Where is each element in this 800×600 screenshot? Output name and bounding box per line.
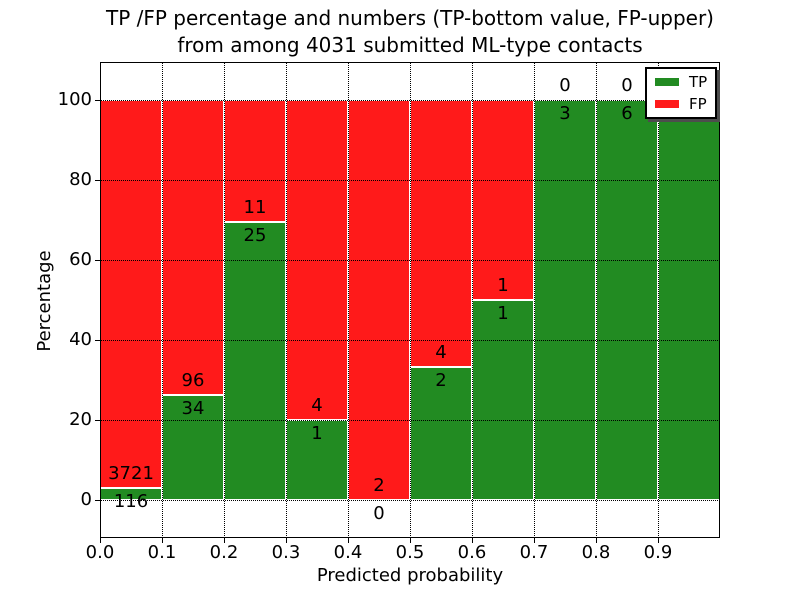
y-tick-60 [95,260,100,261]
x-tick-0.3 [286,538,287,543]
legend: TP FP [645,67,718,119]
bar-5-fp-count: 4 [435,341,447,363]
bar-4-tp-count: 0 [373,503,385,524]
y-tick-label: 60 [69,249,92,270]
bar-0-tp-count: 116 [113,490,149,512]
bar-5-tp-segment [410,366,472,500]
y-tick-40 [95,340,100,341]
plot-area: 37211169634112541204211030604 [100,62,720,538]
x-tick-0.1 [162,538,163,543]
bar-6-tp-count: 1 [497,303,509,324]
bar-8-tp-count: 6 [621,103,633,124]
y-axis-label: Percentage [34,250,55,352]
gridline-x-0.6 [471,62,473,538]
bar-5-fp-segment [410,100,472,367]
gridline-x-0.4 [347,62,349,538]
bar-1-tp-segment [162,395,224,500]
gridline-x-0.9 [657,62,659,538]
gridline-x-0.2 [223,62,225,538]
x-tick-label: 0.6 [457,542,487,563]
legend-item-tp: TP [655,74,707,90]
gridline-x-0.3 [285,62,287,538]
bar-7-tp-segment [534,100,596,500]
legend-swatch-fp-icon [655,100,679,108]
bar-9-tp-segment [658,100,720,500]
y-tick-label: 0 [80,489,92,510]
chart-title-line1: TP /FP percentage and numbers (TP-bottom… [106,6,714,30]
x-tick-0.2 [224,538,225,543]
bar-4-fp-count: 2 [373,475,385,496]
bar-4-fp-segment [348,100,410,500]
x-tick-label: 0.4 [333,542,363,563]
y-tick-label: 100 [57,89,92,110]
bar-0-fp-count: 3721 [108,462,154,484]
x-tick-0.9 [658,538,659,543]
gridline-x-0.5 [409,62,411,538]
x-tick-label: 0.0 [85,542,115,563]
bar-1-fp-count: 96 [181,370,205,392]
x-tick-0.6 [472,538,473,543]
bar-1-fp-segment [162,100,224,396]
legend-swatch-tp-icon [655,78,679,86]
bar-2-tp-count: 25 [243,225,267,247]
y-tick-label: 80 [69,169,92,190]
x-axis-label: Predicted probability [316,565,504,586]
bar-8-tp-segment [596,100,658,500]
legend-label-fp: FP [689,95,707,113]
bar-3-tp-count: 1 [311,423,323,444]
y-tick-label: 40 [69,329,92,350]
x-tick-label: 0.2 [209,542,239,563]
bar-2-fp-count: 11 [243,197,267,219]
bar-1-tp-count: 34 [181,398,205,420]
bar-3-fp-count: 4 [311,395,323,416]
x-tick-label: 0.5 [395,542,425,563]
x-tick-0.8 [596,538,597,543]
bar-7-tp-count: 3 [559,103,571,124]
y-tick-20 [95,420,100,421]
x-tick-0.5 [410,538,411,543]
legend-label-tp: TP [689,73,708,91]
y-tick-0 [95,500,100,501]
x-tick-label: 0.7 [519,542,549,563]
y-tick-100 [95,100,100,101]
legend-item-fp: FP [655,96,707,112]
bar-6-fp-segment [472,100,534,300]
gridline-x-0.7 [533,62,535,538]
bar-6-tp-segment [472,300,534,500]
y-tick-label: 20 [69,409,92,430]
bar-5-tp-count: 2 [435,369,447,391]
y-tick-80 [95,180,100,181]
bar-2-tp-segment [224,222,286,500]
x-tick-label: 0.3 [271,542,301,563]
bar-6-fp-count: 1 [497,275,509,296]
x-tick-label: 0.9 [643,542,673,563]
x-tick-0.0 [100,538,101,543]
bar-7-fp-count: 0 [559,75,571,96]
x-tick-label: 0.1 [147,542,177,563]
chart-title: TP /FP percentage and numbers (TP-bottom… [100,5,720,59]
x-tick-0.4 [348,538,349,543]
bar-0-fp-segment [100,100,162,488]
gridline-x-0.8 [595,62,597,538]
chart-title-line2: from among 4031 submitted ML-type contac… [177,33,643,57]
bar-2-fp-segment [224,100,286,223]
gridline-x-0.1 [161,62,163,538]
bar-8-fp-count: 0 [621,75,633,96]
x-tick-label: 0.8 [581,542,611,563]
x-tick-0.7 [534,538,535,543]
bar-3-tp-segment [286,420,348,500]
